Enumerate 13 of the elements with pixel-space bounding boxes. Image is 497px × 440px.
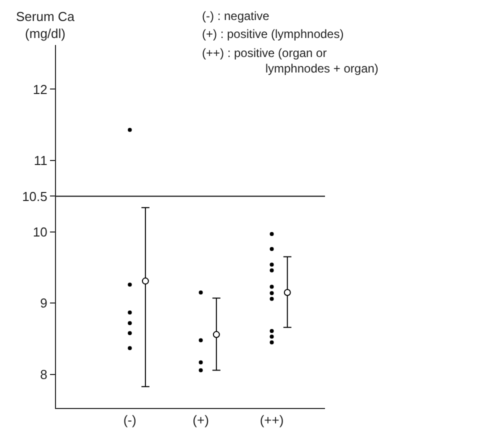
- text: (-) : negative: [202, 9, 270, 23]
- y-tick-label: 8: [40, 367, 48, 382]
- y-axis-title: Serum Ca (mg/dl): [16, 9, 76, 41]
- x-tick-label: (-): [123, 412, 136, 428]
- y-tick-label: 10.5: [22, 188, 48, 204]
- y-tick-label: 11: [34, 153, 48, 168]
- y-tick-label: 10: [32, 224, 48, 240]
- y-tick-label: 12: [32, 82, 48, 97]
- y-tick-label: 9: [40, 296, 48, 311]
- annotation: (++) : positive (organ or lymphnodes + organ): [202, 46, 378, 76]
- x-tick-label: (+): [192, 412, 209, 428]
- x-tick-label: (++): [260, 412, 284, 428]
- text: (+) : positive (lymphnodes): [202, 27, 344, 41]
